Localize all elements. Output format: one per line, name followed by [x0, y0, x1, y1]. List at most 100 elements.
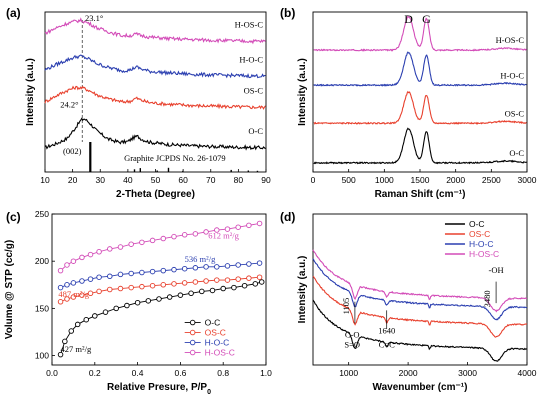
surface-area-annotation: 487 m²/g: [58, 289, 89, 299]
data-point: [149, 237, 156, 244]
annotation-peak-hosc: 23.1°: [85, 13, 103, 23]
band-label: G: [422, 12, 431, 26]
x-tick-label: 0.4: [132, 368, 144, 378]
data-point: [256, 274, 263, 280]
data-point: [64, 282, 70, 288]
panel-d: 1000 2000 3000 4000 O-COS-CH-O-CH-OS-C 1105 C-…: [280, 210, 537, 393]
data-point: [139, 283, 145, 290]
plot-area-a: [44, 11, 267, 173]
data-point: [199, 288, 205, 295]
series-label: OS-C: [244, 86, 264, 96]
data-point: [87, 290, 94, 297]
y-axis-label: Intensity (a.u.): [297, 58, 308, 126]
data-point: [145, 298, 152, 304]
data-point: [192, 279, 199, 285]
data-point: [149, 268, 156, 275]
data-point: [68, 328, 75, 334]
data-point: [160, 267, 167, 274]
series-line-H-OS-C: [312, 249, 528, 313]
series-label: O-C: [248, 126, 263, 136]
x-tick-label: 0.2: [89, 368, 101, 378]
data-point: [181, 265, 188, 272]
x-tick-label: 1500: [411, 175, 430, 185]
panel-label: (a): [6, 6, 21, 20]
data-point: [96, 248, 102, 255]
annotation-002: (002): [63, 146, 82, 156]
x-tick-label: 50: [151, 175, 161, 185]
band-group-label: S=O: [344, 340, 360, 350]
data-point: [188, 290, 194, 297]
data-point: [124, 302, 130, 309]
data-point: [64, 296, 70, 302]
data-point: [192, 231, 199, 237]
data-point: [235, 262, 241, 268]
y-tick-label: 250: [35, 209, 49, 219]
legend-label: H-O-C: [205, 338, 230, 348]
data-point: [224, 277, 231, 283]
data-point: [107, 286, 113, 293]
legend-label: O-C: [205, 318, 221, 328]
band-group-label: C-O: [345, 330, 360, 340]
plot-area-b: [312, 11, 528, 173]
x-tick-label: 1000: [339, 368, 358, 378]
data-point: [102, 309, 109, 315]
data-point: [252, 281, 259, 287]
data-point: [209, 287, 216, 294]
x-tick-label: 3000: [458, 368, 477, 378]
x-tick-label: 4000: [518, 368, 537, 378]
x-tick-label: 2500: [482, 175, 501, 185]
data-point: [171, 281, 177, 287]
x-tick-label: 2000: [399, 368, 418, 378]
data-point: [107, 246, 113, 252]
surface-area-annotation: 427 m²/g: [61, 344, 92, 354]
data-point: [181, 232, 188, 238]
data-point: [83, 316, 89, 323]
panel-label: (d): [280, 210, 295, 224]
plot-area-d: [312, 213, 528, 366]
data-point: [87, 251, 94, 258]
data-point: [79, 278, 85, 284]
series-label: H-OS-C: [235, 20, 264, 30]
legend-label: OS-C: [469, 229, 490, 239]
x-axis-label: Relative Presure, P/P0: [107, 382, 211, 396]
series-line-H-O-C: [44, 54, 266, 79]
data-point: [62, 338, 68, 345]
series-label: O-C: [509, 148, 524, 158]
x-axis-label: 2-Theta (Degree): [116, 189, 195, 200]
band-wavenumber-label: 1105: [341, 298, 351, 315]
data-point: [224, 226, 231, 232]
data-point: [117, 244, 124, 250]
data-point: [87, 276, 94, 282]
data-point: [220, 285, 226, 292]
x-tick-label: 40: [123, 175, 133, 185]
data-point: [117, 271, 124, 278]
y-axis-label: Intensity (a.u.): [297, 256, 308, 324]
x-tick-label: 3000: [518, 175, 537, 185]
data-point: [160, 282, 167, 288]
data-point: [224, 263, 231, 269]
series-line-H-OS-C: [313, 15, 527, 52]
data-point: [166, 294, 173, 300]
data-point: [57, 267, 64, 274]
data-point: [57, 299, 64, 305]
series-line-OS-C: [44, 85, 266, 110]
data-point: [177, 292, 184, 298]
legend-marker: [189, 329, 196, 336]
x-tick-label: 80: [234, 175, 244, 185]
band-group-label: -OH: [489, 265, 504, 275]
series-label: H-O-C: [239, 54, 263, 64]
reference-label: Graphite JCPDS No. 26-1079: [124, 153, 226, 163]
series-line-O-C: [312, 299, 528, 362]
x-tick-label: 10: [40, 175, 50, 185]
series-line-OS-C: [313, 90, 527, 125]
x-tick-label: 20: [68, 175, 78, 185]
data-point: [258, 279, 265, 285]
data-point: [57, 284, 64, 291]
panel-b: 0 500 1000 1500 2000 2500 3000 O-C OS-C H-O-C H-OS…: [280, 6, 537, 200]
legend-label: H-OS-C: [205, 348, 235, 358]
y-tick-label: 200: [35, 256, 49, 266]
legend-marker: [189, 349, 196, 356]
series-label: H-OS-C: [496, 35, 525, 45]
data-point: [203, 229, 209, 235]
panel-label: (b): [280, 6, 295, 20]
